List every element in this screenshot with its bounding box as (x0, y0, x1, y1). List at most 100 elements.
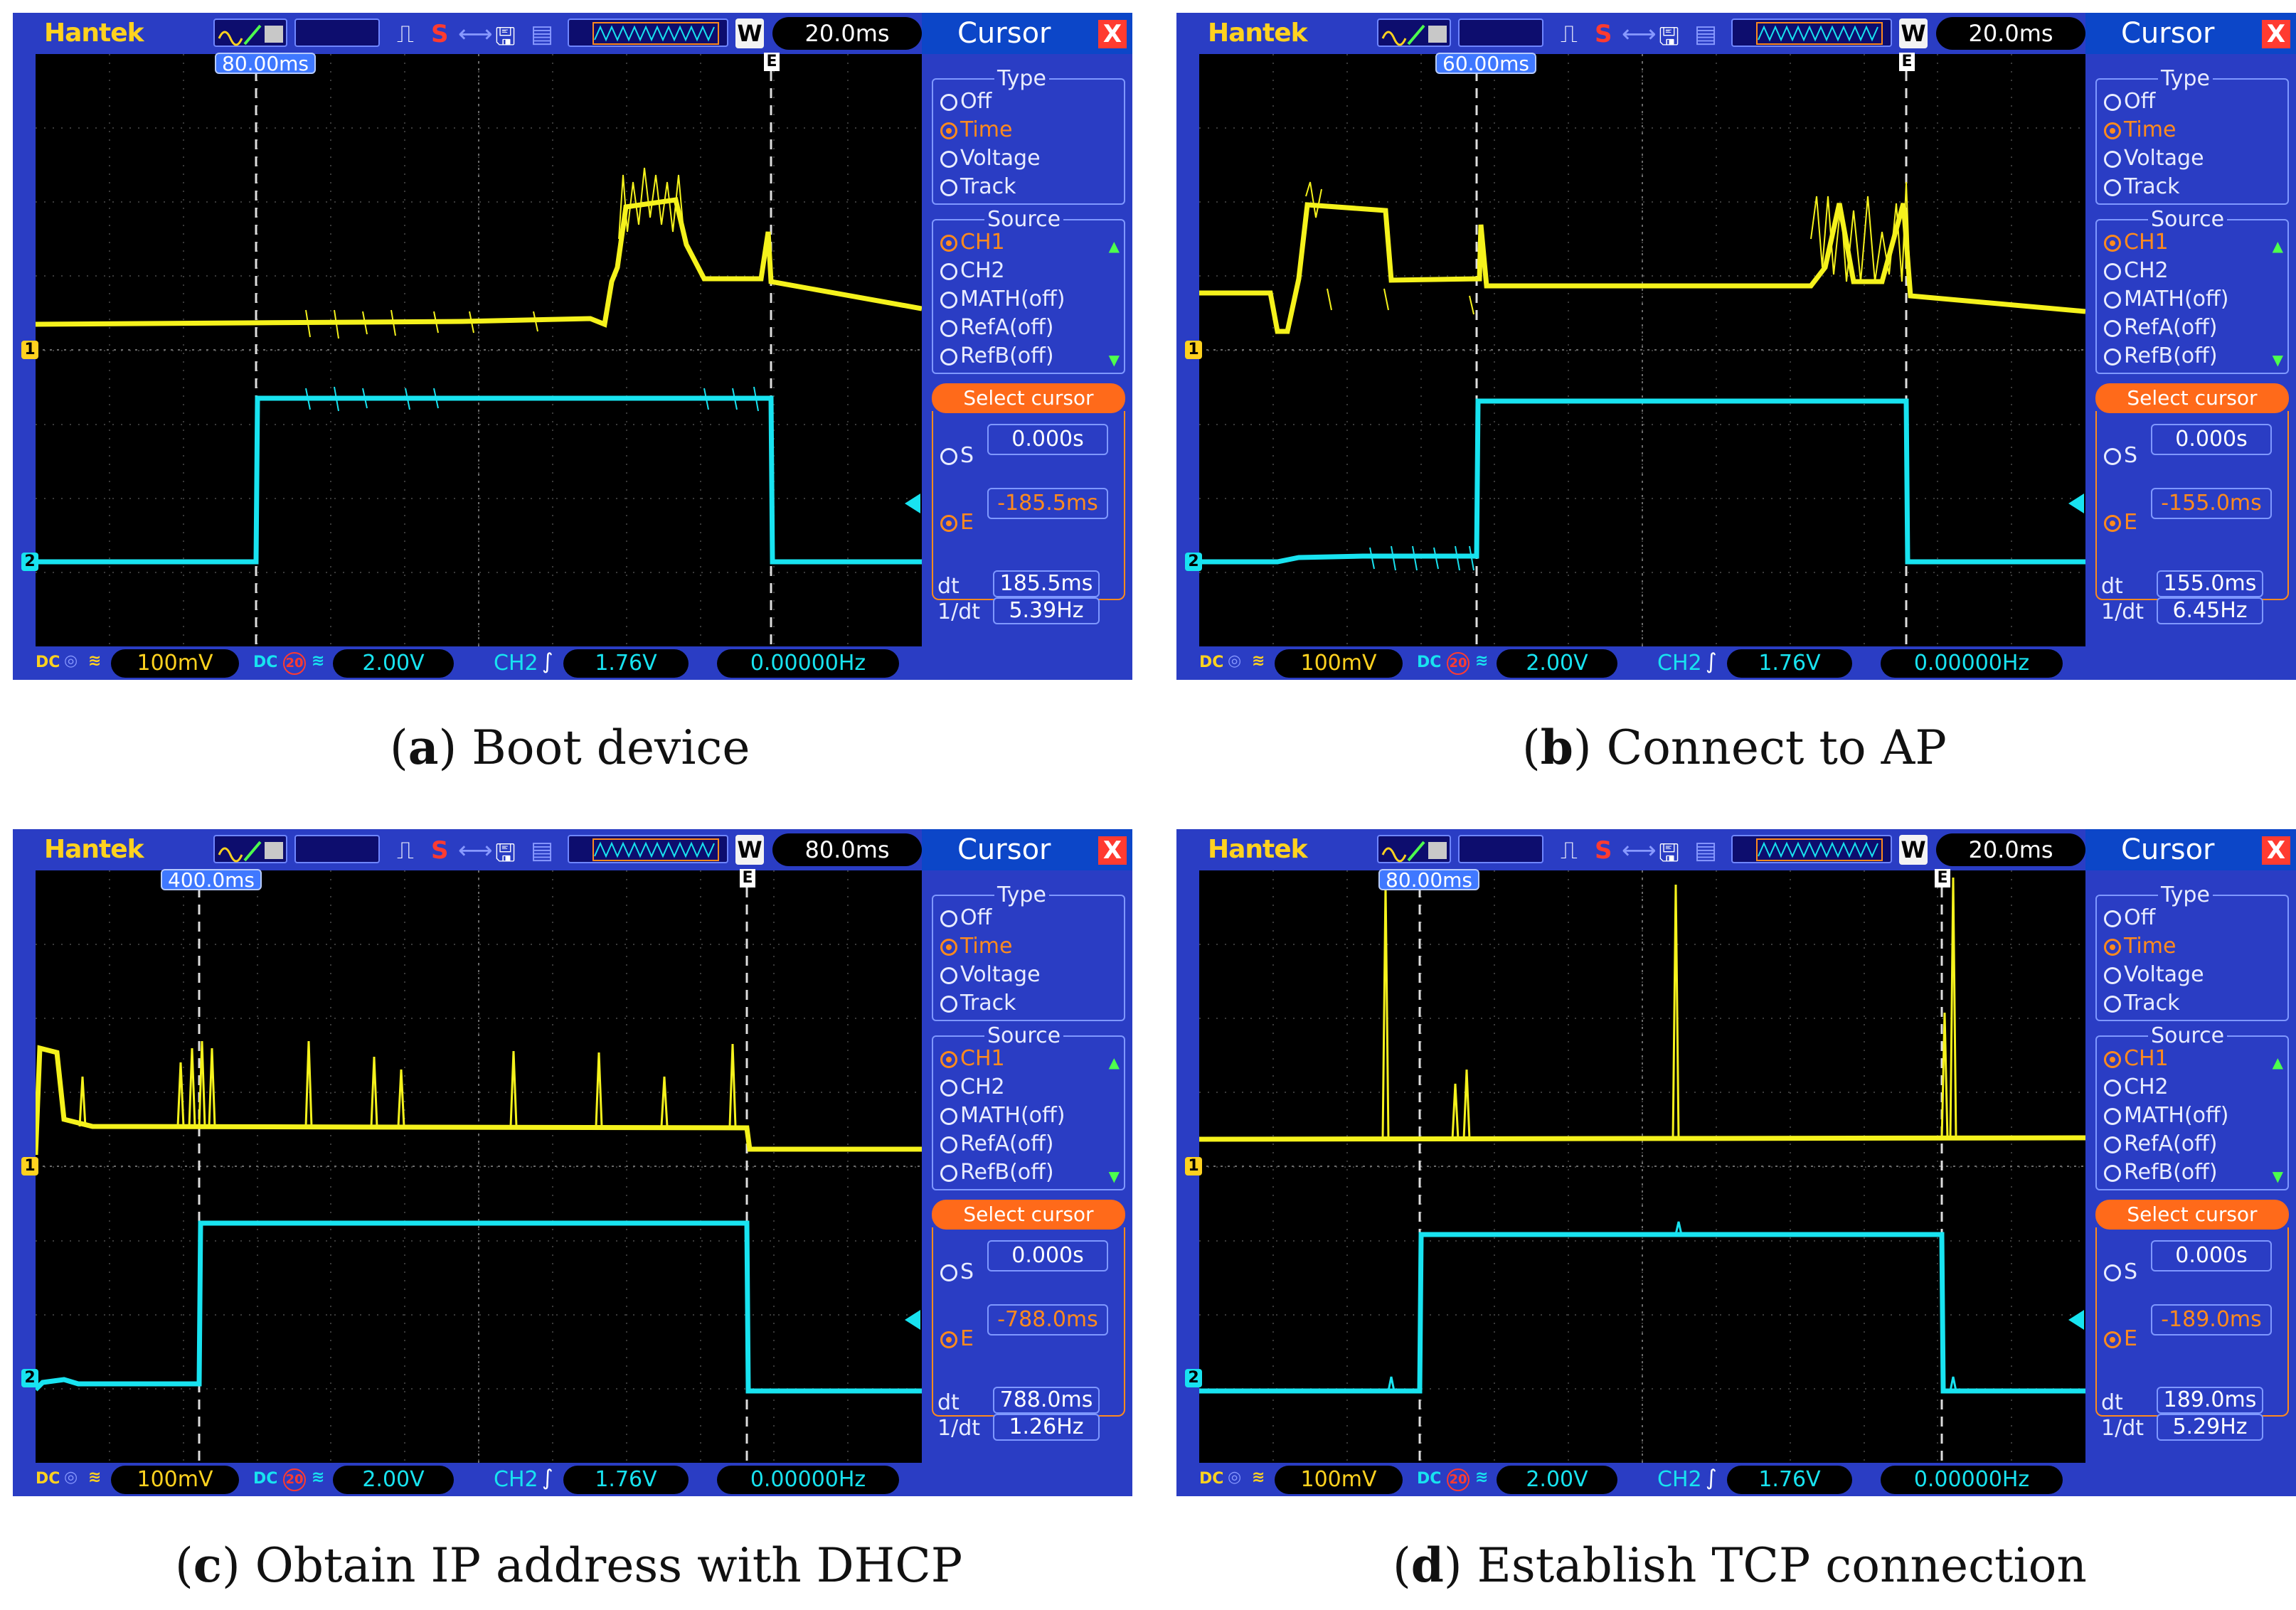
w-button[interactable]: W (735, 835, 764, 865)
source-option-ch1[interactable]: CH1 (2104, 1047, 2169, 1071)
stop-label[interactable]: S (431, 836, 449, 865)
ch2-coupling[interactable]: DC (253, 1470, 278, 1488)
scroll-up-arrow[interactable]: ▲ (1108, 1054, 1120, 1071)
trigger-level[interactable]: 1.76V (563, 1466, 689, 1494)
type-option-track[interactable]: Track (2104, 175, 2180, 199)
save-icon[interactable]: 🖫 (1659, 23, 1679, 51)
cursor-e-radio[interactable]: E (940, 1327, 974, 1351)
memory-waveform-icon[interactable] (568, 18, 728, 47)
scroll-down-arrow[interactable]: ▼ (1108, 1168, 1120, 1185)
source-option-refa[interactable]: RefA(off) (2104, 1132, 2217, 1156)
type-option-voltage[interactable]: Voltage (2104, 146, 2204, 171)
cursor-s-radio[interactable]: S (2104, 444, 2137, 468)
cursor-e-radio[interactable]: E (2104, 1327, 2137, 1351)
ch2-coupling[interactable]: DC (1417, 1470, 1442, 1488)
trigger-level-arrow[interactable] (2068, 1310, 2084, 1330)
trigger-source[interactable]: CH2 (1657, 1467, 1702, 1492)
cursor-s-value[interactable]: 0.000s (2151, 1240, 2272, 1272)
cursor-e-value[interactable]: -189.0ms (2151, 1304, 2272, 1336)
trigger-level-arrow[interactable] (905, 494, 920, 513)
type-option-track[interactable]: Track (2104, 991, 2180, 1015)
trigger-level[interactable]: 1.76V (1727, 1466, 1852, 1494)
cursor-e-marker[interactable]: E (764, 53, 780, 71)
ch1-level-marker[interactable]: 1 (21, 341, 38, 359)
cursor-s-value[interactable]: 0.000s (987, 424, 1108, 455)
waveform-mode-icons[interactable] (213, 835, 287, 863)
pulse-trigger-icon[interactable]: ⎍ (397, 20, 414, 48)
trigger-level[interactable]: 1.76V (563, 649, 689, 678)
timebase-display[interactable]: 20.0ms (1936, 17, 2085, 50)
w-button[interactable]: W (1899, 18, 1928, 48)
cursor-e-radio[interactable]: E (940, 511, 974, 535)
ch2-bw-limit[interactable]: 20 (1447, 1468, 1469, 1491)
scroll-up-arrow[interactable]: ▲ (1108, 238, 1120, 255)
select-cursor-button[interactable]: Select cursor (2095, 383, 2289, 413)
select-cursor-button[interactable]: Select cursor (932, 1200, 1125, 1230)
source-option-math[interactable]: MATH(off) (940, 1104, 1065, 1128)
trigger-level-arrow[interactable] (905, 1310, 920, 1330)
trigger-level-arrow[interactable] (2068, 494, 2084, 513)
scroll-down-arrow[interactable]: ▼ (1108, 351, 1120, 368)
memory-waveform-icon[interactable] (1731, 18, 1892, 47)
close-button[interactable]: X (2262, 836, 2290, 865)
source-option-ch1[interactable]: CH1 (940, 230, 1005, 255)
cursor-s-value[interactable]: 0.000s (2151, 424, 2272, 455)
ch1-coupling[interactable]: DC (36, 654, 60, 671)
type-option-time[interactable]: Time (940, 118, 1012, 142)
printer-icon[interactable]: ▤ (1694, 20, 1718, 48)
ch2-level-marker[interactable]: 2 (1185, 1369, 1202, 1387)
ch1-volt-div[interactable]: 100mV (111, 649, 239, 678)
waveform-mode-icons[interactable] (1377, 835, 1451, 863)
source-option-refb[interactable]: RefB(off) (2104, 1161, 2218, 1185)
save-icon[interactable]: 🖫 (495, 839, 516, 868)
source-option-refb[interactable]: RefB(off) (940, 1161, 1054, 1185)
cursor-e-value[interactable]: -185.5ms (987, 488, 1108, 519)
ch1-volt-div[interactable]: 100mV (1275, 1466, 1403, 1494)
scroll-down-arrow[interactable]: ▼ (2272, 351, 2283, 368)
waveform-mode-icons[interactable] (1377, 18, 1451, 47)
cursor-e-marker[interactable]: E (1935, 869, 1950, 887)
source-option-math[interactable]: MATH(off) (940, 287, 1065, 311)
printer-icon[interactable]: ▤ (531, 836, 554, 865)
source-option-ch1[interactable]: CH1 (940, 1047, 1005, 1071)
source-option-math[interactable]: MATH(off) (2104, 1104, 2228, 1128)
ch2-bw-limit[interactable]: 20 (1447, 652, 1469, 675)
cursor-e-value[interactable]: -788.0ms (987, 1304, 1108, 1336)
type-option-voltage[interactable]: Voltage (2104, 963, 2204, 987)
ch2-level-marker[interactable]: 2 (1185, 553, 1202, 571)
select-cursor-button[interactable]: Select cursor (2095, 1200, 2289, 1230)
ch2-bw-limit[interactable]: 20 (283, 1468, 306, 1491)
ch2-volt-div[interactable]: 2.00V (1497, 649, 1617, 678)
ch2-level-marker[interactable]: 2 (21, 553, 38, 571)
source-option-math[interactable]: MATH(off) (2104, 287, 2228, 311)
ch2-bw-limit[interactable]: 20 (283, 652, 306, 675)
ch1-level-marker[interactable]: 1 (1185, 341, 1202, 359)
type-option-off[interactable]: Off (940, 90, 992, 114)
memory-waveform-icon[interactable] (568, 835, 728, 863)
ch2-level-marker[interactable]: 2 (21, 1369, 38, 1387)
type-option-time[interactable]: Time (2104, 118, 2176, 142)
cursor-s-radio[interactable]: S (2104, 1260, 2137, 1284)
pulse-trigger-icon[interactable]: ⎍ (1561, 20, 1578, 48)
type-option-voltage[interactable]: Voltage (940, 146, 1041, 171)
trigger-source[interactable]: CH2 (494, 651, 538, 676)
source-option-ch2[interactable]: CH2 (940, 259, 1005, 283)
cursor-e-marker[interactable]: E (740, 869, 755, 887)
scroll-down-arrow[interactable]: ▼ (2272, 1168, 2283, 1185)
ch1-coupling[interactable]: DC (1199, 654, 1224, 671)
source-option-refa[interactable]: RefA(off) (940, 316, 1053, 340)
cursor-e-marker[interactable]: E (1899, 53, 1915, 71)
source-option-ch2[interactable]: CH2 (2104, 1075, 2169, 1099)
type-option-off[interactable]: Off (940, 906, 992, 930)
timebase-display[interactable]: 80.0ms (772, 833, 922, 866)
printer-icon[interactable]: ▤ (1694, 836, 1718, 865)
ch1-coupling[interactable]: DC (36, 1470, 60, 1488)
stop-label[interactable]: S (1595, 836, 1612, 865)
pulse-trigger-icon[interactable]: ⎍ (1561, 836, 1578, 865)
type-option-off[interactable]: Off (2104, 90, 2155, 114)
pulse-trigger-icon[interactable]: ⎍ (397, 836, 414, 865)
waveform-mode-icons[interactable] (213, 18, 287, 47)
ch1-volt-div[interactable]: 100mV (1275, 649, 1403, 678)
ch1-coupling[interactable]: DC (1199, 1470, 1224, 1488)
ch2-volt-div[interactable]: 2.00V (333, 1466, 454, 1494)
